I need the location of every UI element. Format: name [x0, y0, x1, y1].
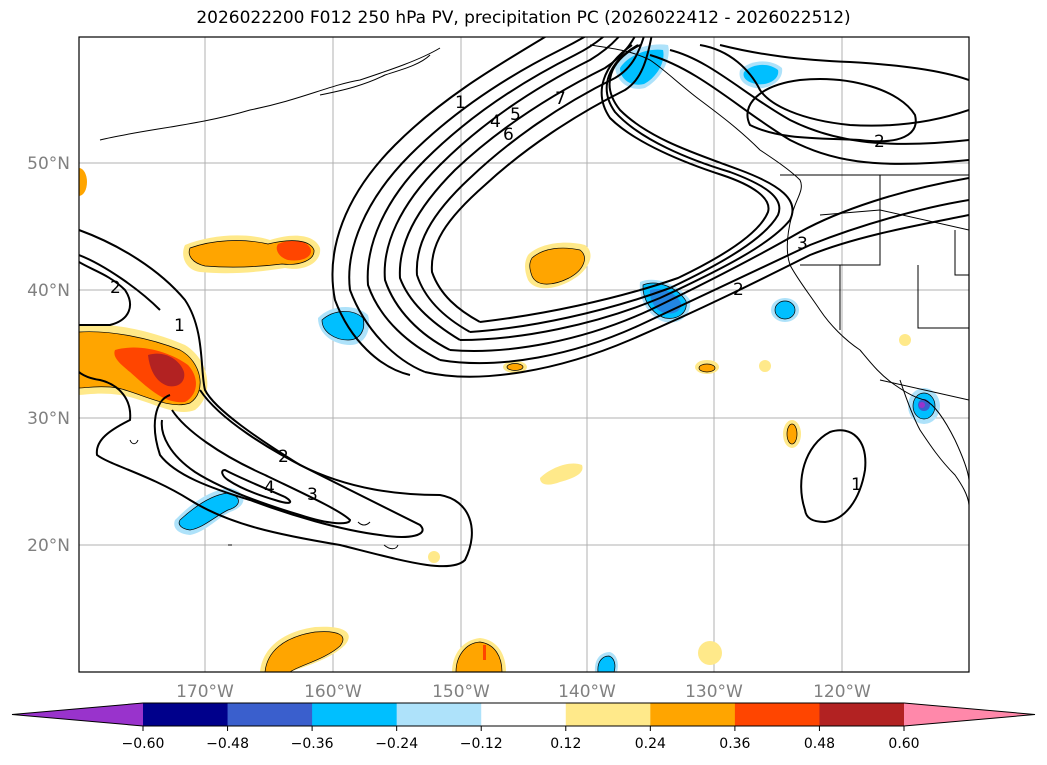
colorbar-extend-right	[904, 703, 1035, 726]
contour-label-group: 1 4 5 6 7 2 3 2 2 1 2 4 3 1	[110, 89, 885, 505]
contour-label: 2	[733, 280, 744, 300]
precip-negative-area	[597, 656, 615, 672]
lat-label: 30°N	[27, 409, 70, 429]
lat-label: 20°N	[27, 536, 70, 556]
lon-label: 140°W	[558, 682, 616, 702]
colorbar-cell	[481, 703, 567, 726]
contour-label: 3	[307, 485, 318, 505]
lon-label: 130°W	[685, 682, 743, 702]
map-frame	[78, 36, 970, 673]
precip-positive-area	[698, 641, 722, 665]
contour-label: 1	[455, 93, 466, 113]
contour-label: 7	[555, 89, 566, 109]
colorbar-tick-label: 0.36	[719, 736, 750, 752]
contour-label: 3	[797, 234, 808, 254]
contour-label: 6	[503, 125, 514, 145]
lon-label: 150°W	[432, 682, 490, 702]
colorbar-tick-label: 0.24	[635, 736, 666, 752]
colorbar-cell	[819, 703, 905, 726]
colorbar-tick-label: −0.60	[122, 736, 165, 752]
contour-label: 4	[264, 478, 275, 498]
precip-positive-area	[899, 334, 911, 346]
colorbar: −0.60 −0.48 −0.36 −0.24 −0.12 0.12 0.24 0.36 0.4…	[11, 702, 1036, 752]
precip-positive-area	[787, 424, 797, 444]
graticule	[79, 37, 969, 672]
colorbar-tick-label: 0.48	[804, 736, 835, 752]
precip-positive-area	[276, 240, 312, 261]
colorbar-cell	[565, 703, 651, 726]
precip-negative-area	[743, 64, 779, 85]
lon-label: 120°W	[813, 682, 871, 702]
precip-outlines	[79, 240, 936, 672]
colorbar-cell	[734, 703, 820, 726]
precip-positive-area	[428, 551, 440, 563]
lat-label: 50°N	[27, 154, 70, 174]
precip-negative-area	[620, 49, 664, 85]
precip-negative-area	[919, 402, 925, 408]
colorbar-cell	[227, 703, 313, 726]
colorbar-tick-label: −0.12	[460, 736, 503, 752]
contour-label: 4	[490, 112, 501, 132]
contour-label: 1	[851, 475, 862, 495]
precip-positive-area	[507, 363, 523, 371]
colorbar-tick-label: −0.48	[206, 736, 249, 752]
contour-label: 5	[510, 105, 521, 125]
precip-positive-area	[79, 168, 87, 196]
contour-label: 1	[174, 316, 185, 336]
contour-label: 2	[110, 278, 121, 298]
precip-positive-area	[148, 353, 185, 387]
longitude-labels: 170°W 160°W 150°W 140°W 130°W 120°W	[176, 682, 871, 702]
precip-positive-area	[540, 463, 583, 485]
lon-label: 170°W	[176, 682, 234, 702]
colorbar-cell	[143, 703, 229, 726]
precip-positive-area	[456, 642, 502, 672]
pv-contours	[79, 37, 969, 568]
precip-positive-area	[265, 631, 343, 672]
precip-positive-area	[759, 360, 771, 372]
map-plot-area: 1 4 5 6 7 2 3 2 2 1 2 4 3 1	[79, 37, 969, 672]
precip-negative-area	[775, 301, 795, 319]
colorbar-tick-label: 0.12	[550, 736, 581, 752]
colorbar-cell	[396, 703, 482, 726]
contour-label: 2	[874, 132, 885, 152]
colorbar-tick-label: −0.36	[291, 736, 334, 752]
precip-positive-area	[699, 364, 715, 372]
lat-label: 40°N	[27, 281, 70, 301]
precip-negative-area	[179, 493, 239, 530]
colorbar-tick-label: 0.60	[888, 736, 919, 752]
precip-shading	[79, 44, 940, 672]
colorbar-extend-left	[12, 703, 143, 726]
contour-label: 2	[278, 447, 289, 467]
latitude-labels: 50°N 40°N 30°N 20°N	[27, 154, 70, 556]
colorbar-cell	[312, 703, 398, 726]
map-title: 2026022200 F012 250 hPa PV, precipitatio…	[196, 8, 851, 28]
colorbar-tick-label: −0.24	[375, 736, 418, 752]
colorbar-cell	[650, 703, 736, 726]
lon-label: 160°W	[304, 682, 362, 702]
precip-positive-area	[529, 248, 585, 285]
